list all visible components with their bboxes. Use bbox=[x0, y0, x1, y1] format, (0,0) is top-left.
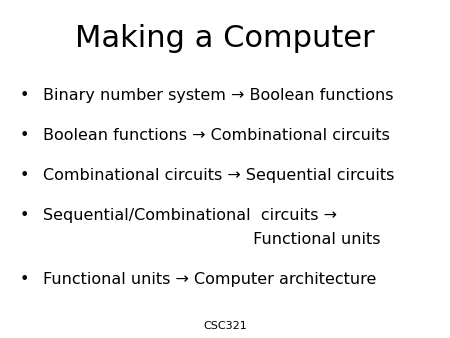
Text: •: • bbox=[20, 168, 29, 183]
Text: Functional units: Functional units bbox=[43, 232, 380, 247]
Text: Binary number system → Boolean functions: Binary number system → Boolean functions bbox=[43, 88, 393, 103]
Text: •: • bbox=[20, 128, 29, 143]
Text: •: • bbox=[20, 208, 29, 222]
Text: Making a Computer: Making a Computer bbox=[75, 24, 375, 53]
Text: Combinational circuits → Sequential circuits: Combinational circuits → Sequential circ… bbox=[43, 168, 394, 183]
Text: Functional units → Computer architecture: Functional units → Computer architecture bbox=[43, 272, 376, 287]
Text: •: • bbox=[20, 88, 29, 103]
Text: •: • bbox=[20, 272, 29, 287]
Text: CSC321: CSC321 bbox=[203, 321, 247, 331]
Text: Sequential/Combinational  circuits →: Sequential/Combinational circuits → bbox=[43, 208, 337, 222]
Text: Boolean functions → Combinational circuits: Boolean functions → Combinational circui… bbox=[43, 128, 390, 143]
